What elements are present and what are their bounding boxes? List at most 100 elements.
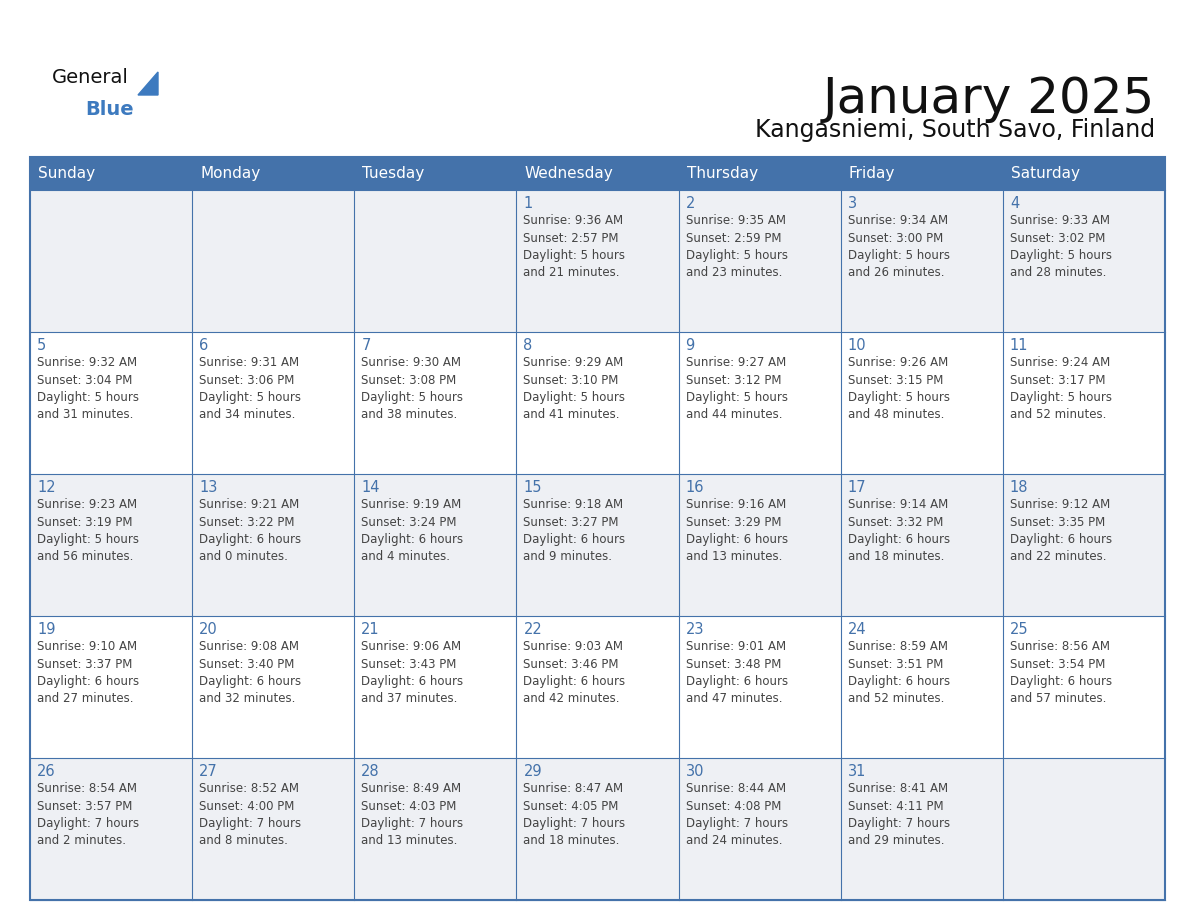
Text: Sunset: 3:22 PM: Sunset: 3:22 PM [200,516,295,529]
Bar [841,616,1003,758]
Text: Daylight: 6 hours: Daylight: 6 hours [524,675,626,688]
Text: and 48 minutes.: and 48 minutes. [848,409,944,421]
Text: Sunset: 4:08 PM: Sunset: 4:08 PM [685,800,781,812]
Bar [30,616,192,758]
Text: Daylight: 6 hours: Daylight: 6 hours [1010,675,1112,688]
Text: Sunset: 3:24 PM: Sunset: 3:24 PM [361,516,456,529]
Text: and 57 minutes.: and 57 minutes. [1010,692,1106,706]
Bar [354,332,517,474]
Text: Sunset: 4:00 PM: Sunset: 4:00 PM [200,800,295,812]
Text: Sunrise: 9:35 AM: Sunrise: 9:35 AM [685,214,785,227]
Bar [30,190,192,332]
Text: Daylight: 5 hours: Daylight: 5 hours [685,391,788,404]
Text: Sunrise: 8:54 AM: Sunrise: 8:54 AM [37,782,137,795]
Text: Friday: Friday [848,166,895,181]
Text: and 0 minutes.: and 0 minutes. [200,551,287,564]
Text: and 37 minutes.: and 37 minutes. [361,692,457,706]
Bar [517,616,678,758]
Text: Daylight: 5 hours: Daylight: 5 hours [37,533,139,546]
Text: Sunset: 3:08 PM: Sunset: 3:08 PM [361,374,456,386]
Text: Sunrise: 8:59 AM: Sunrise: 8:59 AM [848,640,948,653]
Text: Sunset: 4:11 PM: Sunset: 4:11 PM [848,800,943,812]
Text: Sunset: 4:03 PM: Sunset: 4:03 PM [361,800,456,812]
Text: Monday: Monday [200,166,260,181]
Text: Daylight: 5 hours: Daylight: 5 hours [361,391,463,404]
Text: Sunset: 3:00 PM: Sunset: 3:00 PM [848,231,943,244]
Text: Sunset: 3:06 PM: Sunset: 3:06 PM [200,374,295,386]
Text: Sunset: 3:57 PM: Sunset: 3:57 PM [37,800,132,812]
Text: Sunrise: 9:01 AM: Sunrise: 9:01 AM [685,640,785,653]
Text: Sunset: 3:27 PM: Sunset: 3:27 PM [524,516,619,529]
Text: and 56 minutes.: and 56 minutes. [37,551,133,564]
Bar [517,758,678,900]
Polygon shape [138,72,158,95]
Text: Daylight: 5 hours: Daylight: 5 hours [1010,391,1112,404]
Text: Sunrise: 9:27 AM: Sunrise: 9:27 AM [685,356,785,369]
Bar [30,758,192,900]
Text: Saturday: Saturday [1011,166,1080,181]
Bar [841,190,1003,332]
Bar [678,616,841,758]
Text: Sunset: 3:40 PM: Sunset: 3:40 PM [200,657,295,670]
Text: and 21 minutes.: and 21 minutes. [524,266,620,279]
Bar [517,157,678,190]
Bar [841,157,1003,190]
Text: General: General [52,68,128,87]
Bar [192,190,354,332]
Text: Sunset: 2:59 PM: Sunset: 2:59 PM [685,231,781,244]
Bar [678,157,841,190]
Bar [517,190,678,332]
Text: Daylight: 6 hours: Daylight: 6 hours [848,533,950,546]
Text: 4: 4 [1010,196,1019,211]
Text: Sunrise: 9:24 AM: Sunrise: 9:24 AM [1010,356,1110,369]
Bar [517,332,678,474]
Bar [354,190,517,332]
Text: Sunset: 2:57 PM: Sunset: 2:57 PM [524,231,619,244]
Bar [678,758,841,900]
Text: Daylight: 6 hours: Daylight: 6 hours [685,533,788,546]
Text: and 24 minutes.: and 24 minutes. [685,834,782,847]
Text: Sunrise: 9:03 AM: Sunrise: 9:03 AM [524,640,624,653]
Text: 5: 5 [37,338,46,353]
Text: and 23 minutes.: and 23 minutes. [685,266,782,279]
Text: Sunrise: 9:21 AM: Sunrise: 9:21 AM [200,498,299,511]
Bar [1003,758,1165,900]
Text: Daylight: 5 hours: Daylight: 5 hours [524,249,625,262]
Text: 28: 28 [361,764,380,779]
Text: Sunset: 3:19 PM: Sunset: 3:19 PM [37,516,133,529]
Text: Sunrise: 9:23 AM: Sunrise: 9:23 AM [37,498,137,511]
Text: Sunset: 3:35 PM: Sunset: 3:35 PM [1010,516,1105,529]
Text: Sunrise: 9:18 AM: Sunrise: 9:18 AM [524,498,624,511]
Bar [841,758,1003,900]
Bar [354,616,517,758]
Text: and 52 minutes.: and 52 minutes. [1010,409,1106,421]
Text: Sunrise: 8:41 AM: Sunrise: 8:41 AM [848,782,948,795]
Bar [517,474,678,616]
Text: 20: 20 [200,622,217,637]
Text: and 42 minutes.: and 42 minutes. [524,692,620,706]
Text: Sunrise: 9:33 AM: Sunrise: 9:33 AM [1010,214,1110,227]
Text: and 38 minutes.: and 38 minutes. [361,409,457,421]
Text: and 27 minutes.: and 27 minutes. [37,692,133,706]
Text: Daylight: 5 hours: Daylight: 5 hours [848,249,949,262]
Text: and 47 minutes.: and 47 minutes. [685,692,782,706]
Text: Sunrise: 9:06 AM: Sunrise: 9:06 AM [361,640,461,653]
Text: Sunrise: 9:32 AM: Sunrise: 9:32 AM [37,356,137,369]
Text: Sunrise: 8:49 AM: Sunrise: 8:49 AM [361,782,461,795]
Text: and 2 minutes.: and 2 minutes. [37,834,126,847]
Text: 8: 8 [524,338,532,353]
Text: 23: 23 [685,622,704,637]
Text: 22: 22 [524,622,542,637]
Text: and 9 minutes.: and 9 minutes. [524,551,613,564]
Text: Daylight: 6 hours: Daylight: 6 hours [848,675,950,688]
Text: Sunrise: 9:14 AM: Sunrise: 9:14 AM [848,498,948,511]
Text: January 2025: January 2025 [823,75,1155,123]
Text: Thursday: Thursday [687,166,758,181]
Text: and 29 minutes.: and 29 minutes. [848,834,944,847]
Text: Sunrise: 9:31 AM: Sunrise: 9:31 AM [200,356,299,369]
Text: Daylight: 7 hours: Daylight: 7 hours [848,817,950,830]
Text: Daylight: 6 hours: Daylight: 6 hours [200,675,302,688]
Text: Daylight: 5 hours: Daylight: 5 hours [685,249,788,262]
Text: Sunrise: 9:19 AM: Sunrise: 9:19 AM [361,498,461,511]
Text: 30: 30 [685,764,704,779]
